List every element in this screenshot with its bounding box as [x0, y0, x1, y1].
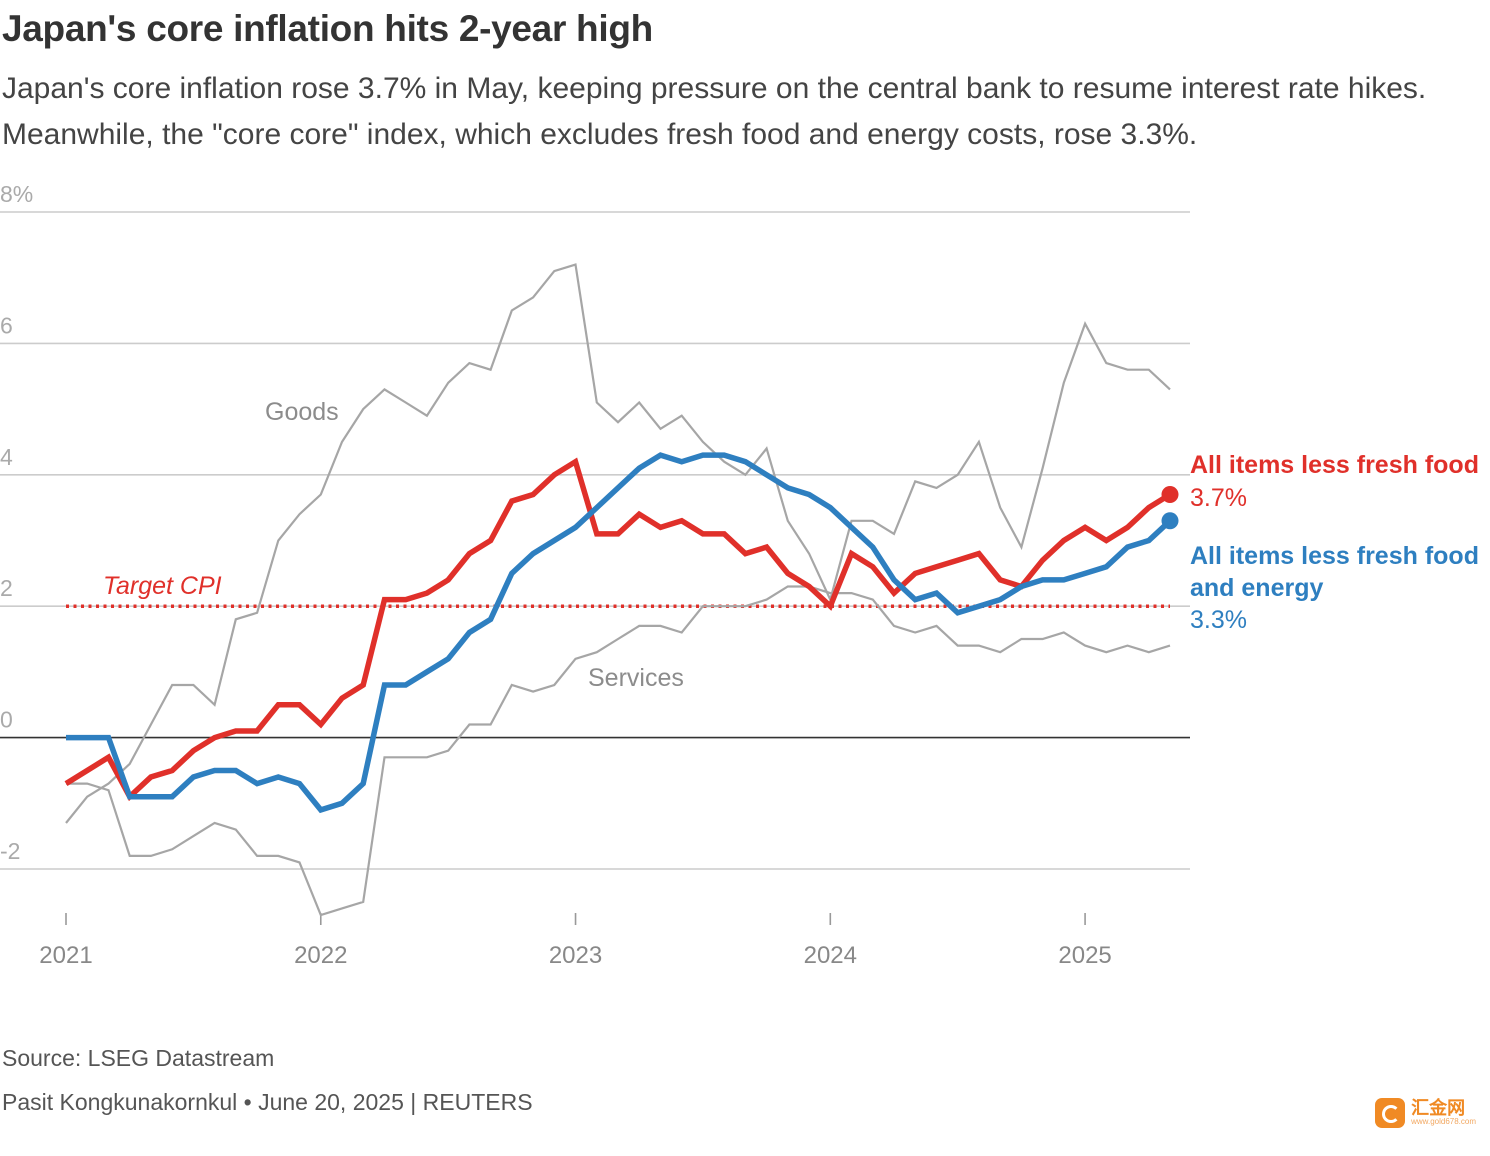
series-line [66, 452, 1172, 814]
series-label-services: Services [588, 664, 684, 692]
byline: Pasit Kongkunakornkul • June 20, 2025 | … [2, 1089, 533, 1115]
series-value-core-core: 3.3% [1190, 606, 1247, 634]
x-tick-label: 2021 [39, 942, 92, 969]
y-tick-label: 4 [0, 444, 13, 470]
y-tick-label: -2 [0, 838, 20, 864]
target-cpi-label: Target CPI [103, 572, 222, 600]
x-tick-label: 2023 [549, 942, 602, 969]
series-label-core-core: and energy [1190, 574, 1323, 602]
x-tick-label: 2022 [294, 942, 347, 969]
chart-subtitle: Japan's core inflation rose 3.7% in May,… [2, 72, 1427, 151]
series-end-dot [1161, 512, 1179, 530]
watermark-logo-icon [1375, 1098, 1406, 1128]
watermark: 汇金网 www.gold678.com [1375, 1098, 1476, 1128]
y-tick-label: 8% [0, 181, 33, 207]
series-label-core-core: All items less fresh food [1190, 542, 1479, 570]
series-line [66, 585, 1171, 917]
inflation-line-chart: 8% 6 4 2 0 -2 2021 2022 2023 2024 2025 Target CPI Go… [0, 181, 1479, 969]
series-value-core: 3.7% [1190, 484, 1247, 512]
chart-title: Japan's core inflation hits 2-year high [2, 8, 653, 49]
x-tick-label: 2025 [1058, 942, 1111, 969]
source-note: Source: LSEG Datastream [2, 1045, 275, 1071]
series-line [65, 263, 1171, 824]
watermark-text: 汇金网 [1411, 1098, 1466, 1118]
watermark-url: www.gold678.com [1411, 1117, 1476, 1126]
series-end-dot [1161, 486, 1179, 504]
series-label-core: All items less fresh food [1190, 451, 1479, 479]
x-tick-label: 2024 [804, 942, 857, 969]
series-line [64, 457, 1172, 802]
y-tick-label: 6 [0, 312, 13, 338]
y-tick-label: 2 [0, 575, 13, 601]
y-tick-label: 0 [0, 707, 13, 733]
series-label-goods: Goods [265, 398, 339, 426]
